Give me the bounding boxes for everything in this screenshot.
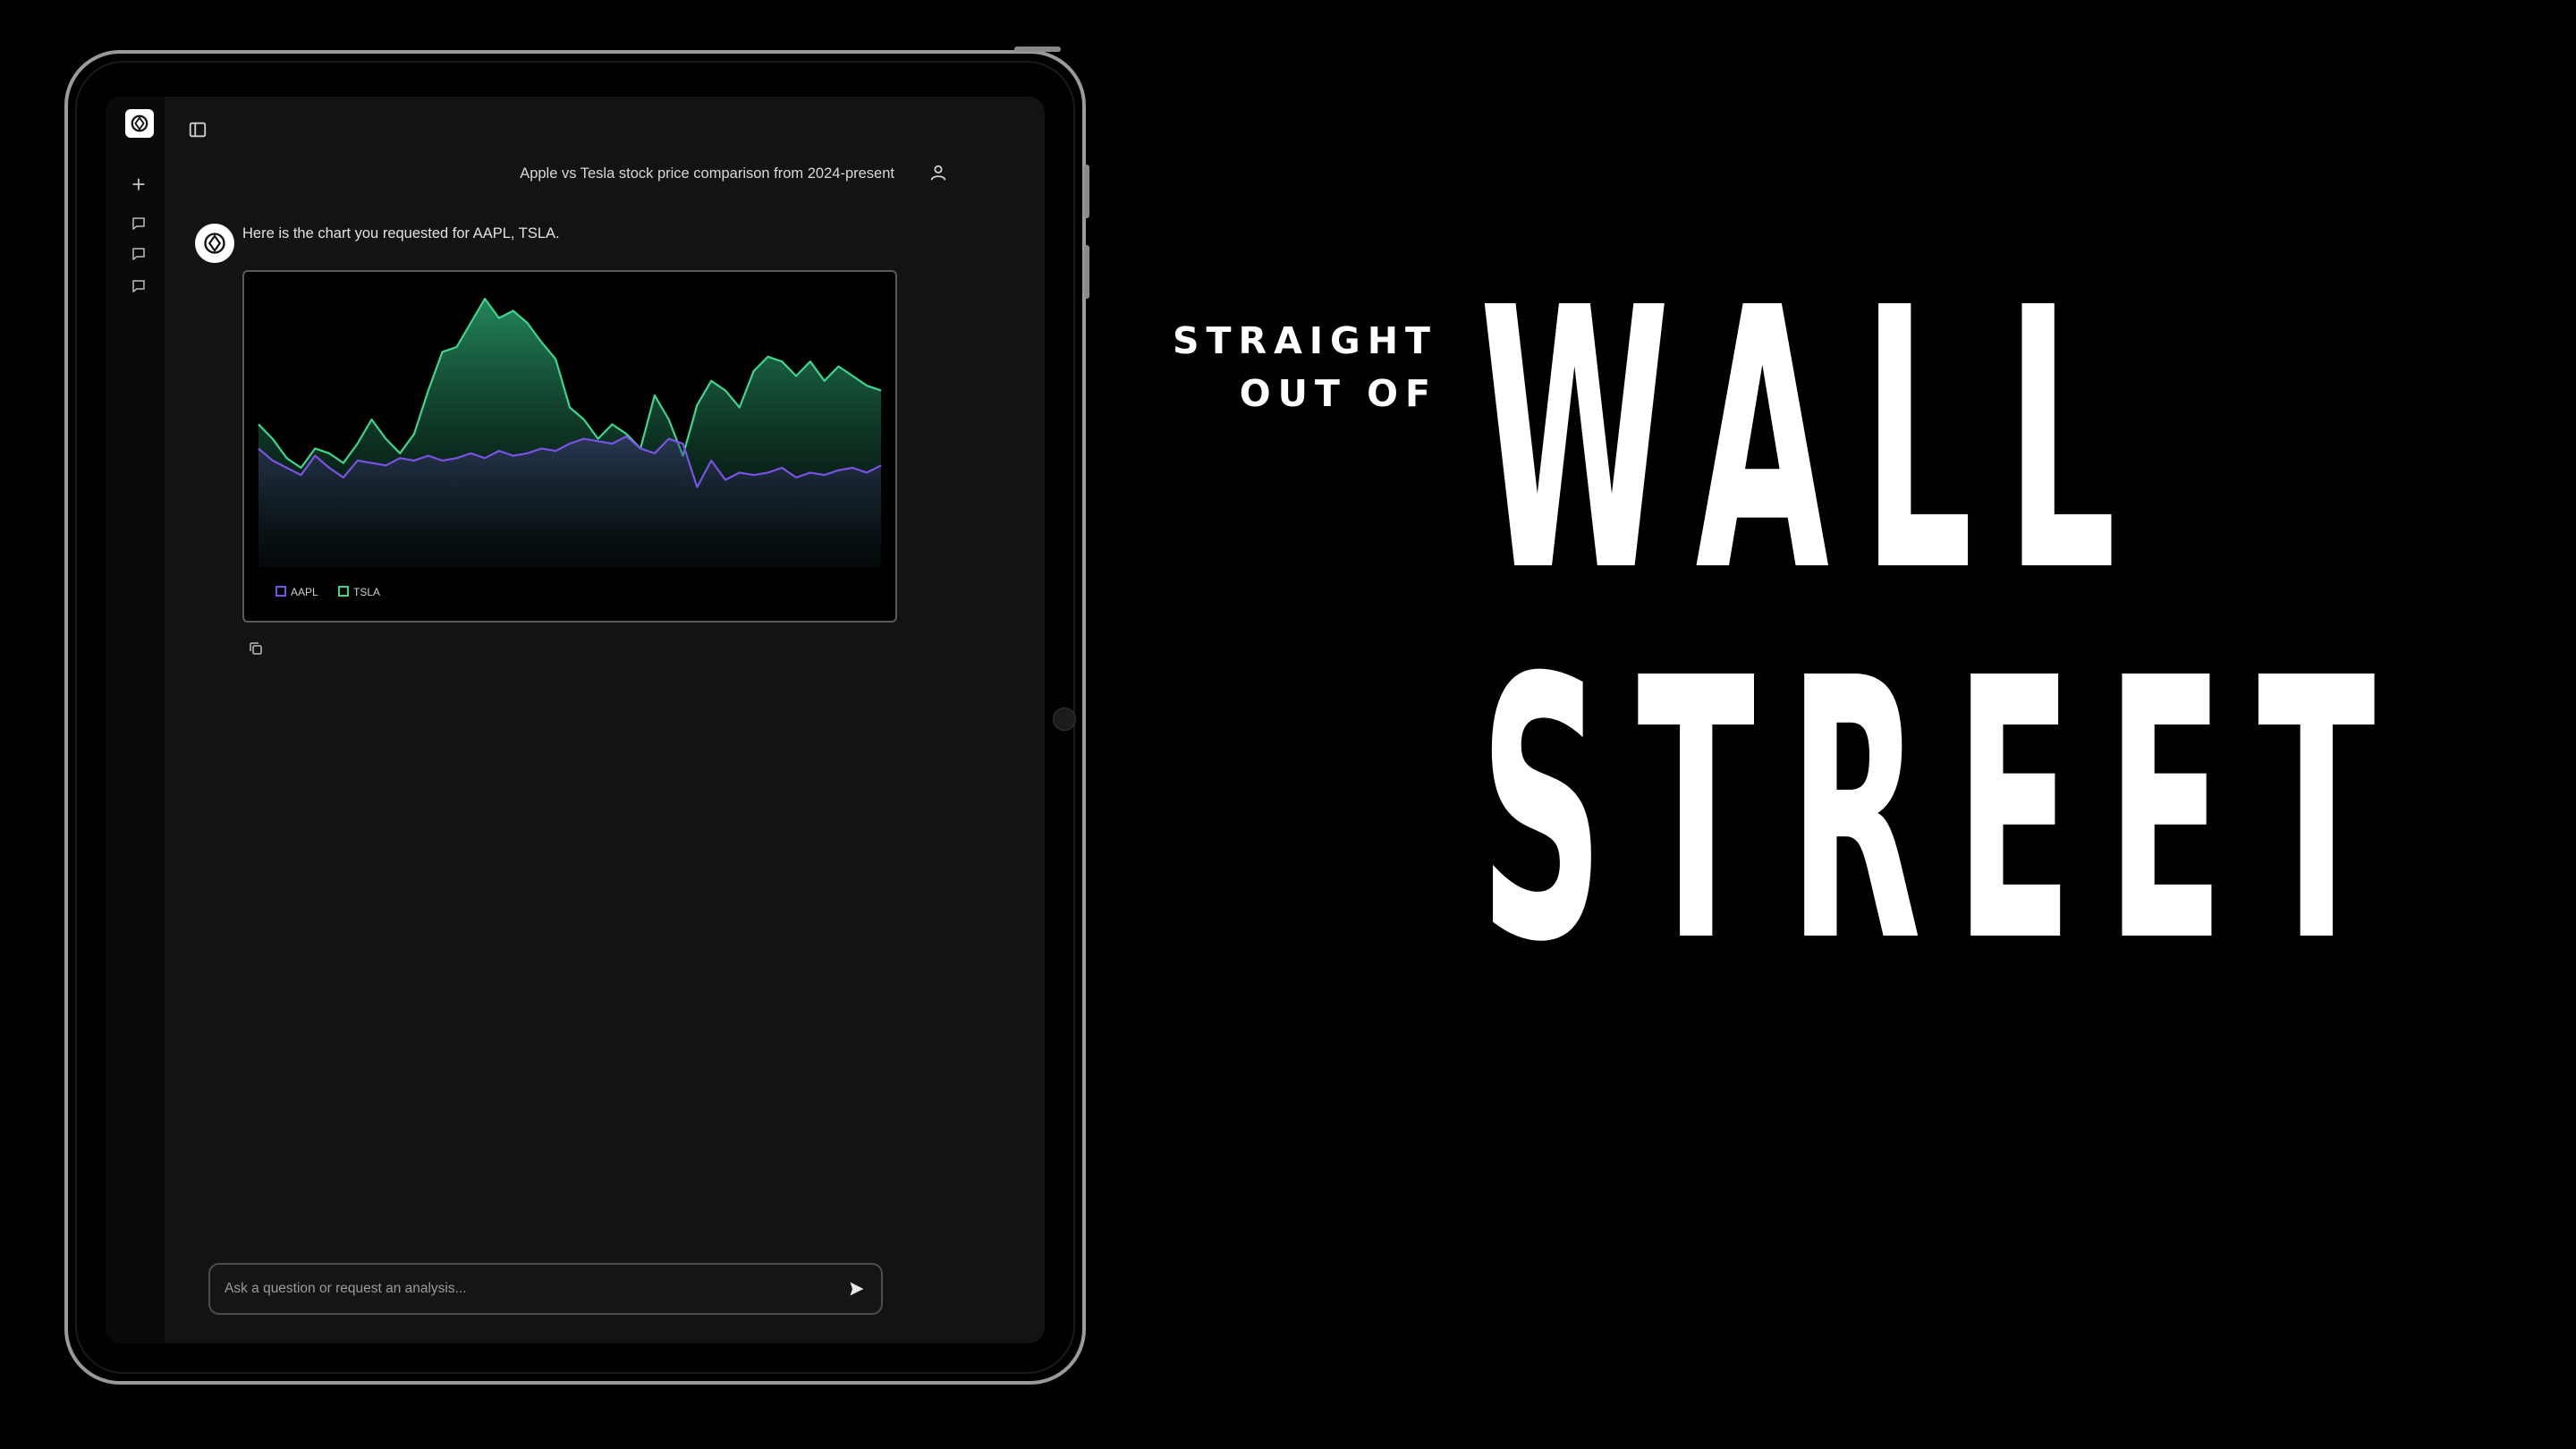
user-message: Apple vs Tesla stock price comparison fr… bbox=[520, 165, 894, 182]
app-screen: + Apple vs Tesla stock price comparison … bbox=[106, 97, 1045, 1343]
headline-wall: WALL bbox=[1479, 232, 2150, 650]
chat-history-icon[interactable] bbox=[126, 242, 151, 267]
chat-input[interactable] bbox=[225, 1265, 815, 1313]
copy-icon[interactable] bbox=[244, 637, 267, 660]
volume-up-button bbox=[1084, 165, 1089, 218]
kicker-line-1: STRAIGHT bbox=[1173, 319, 1437, 362]
legend-swatch-aapl[interactable] bbox=[275, 586, 286, 597]
user-avatar-icon bbox=[925, 159, 952, 186]
volume-down-button bbox=[1084, 245, 1089, 299]
chat-history-icon[interactable] bbox=[126, 274, 151, 299]
aapl-series-area bbox=[258, 436, 881, 567]
kicker-line-2: OUT OF bbox=[1239, 372, 1437, 415]
sidebar: + bbox=[106, 97, 165, 1343]
app-logo-icon[interactable] bbox=[125, 109, 154, 138]
chart-svg: AAPL TSLA bbox=[258, 297, 882, 598]
stock-chart: AAPL TSLA bbox=[242, 270, 897, 623]
assistant-message: Here is the chart you requested for AAPL… bbox=[242, 225, 560, 242]
chat-input-box[interactable] bbox=[208, 1263, 883, 1315]
tsla-series-line bbox=[258, 297, 882, 470]
aapl-series-line bbox=[258, 435, 882, 488]
assistant-avatar-icon bbox=[195, 224, 234, 263]
legend-swatch-tsla[interactable] bbox=[338, 586, 349, 597]
sidebar-toggle-icon[interactable] bbox=[184, 116, 211, 143]
legend-label-tsla[interactable]: TSLA bbox=[353, 586, 380, 598]
headline-street: STREET bbox=[1479, 602, 2410, 1021]
top-button bbox=[1014, 47, 1061, 52]
resize-handle[interactable] bbox=[1053, 708, 1076, 731]
legend-label-aapl[interactable]: AAPL bbox=[291, 586, 318, 598]
tablet-device: + Apple vs Tesla stock price comparison … bbox=[64, 47, 1089, 1385]
send-icon[interactable] bbox=[843, 1275, 870, 1302]
headline-kicker: STRAIGHT OUT OF bbox=[1173, 315, 1437, 420]
chat-history-icon[interactable] bbox=[126, 211, 151, 236]
new-chat-plus-icon[interactable]: + bbox=[131, 171, 146, 198]
